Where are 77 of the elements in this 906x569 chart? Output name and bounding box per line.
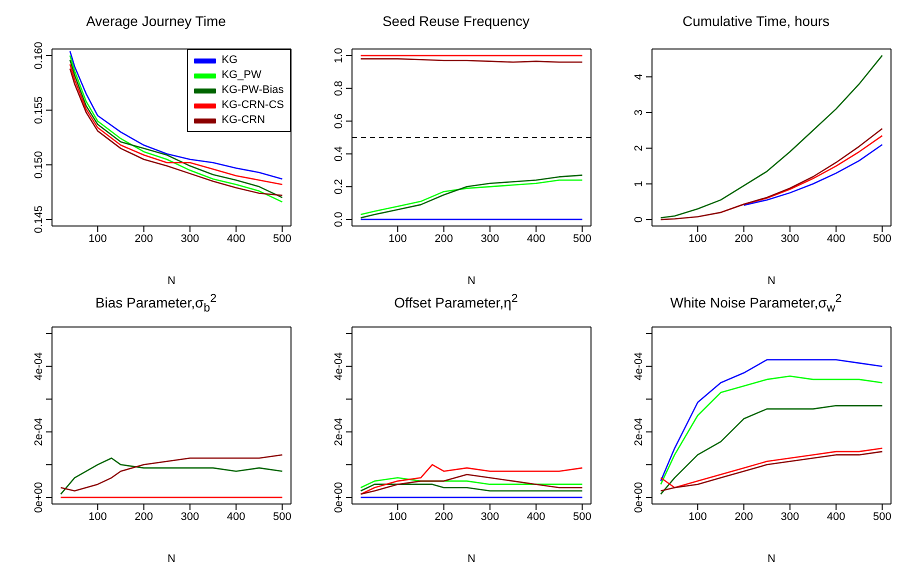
x-tick-label: 200 [734, 510, 753, 523]
legend-label: KG-CRN-CS [222, 98, 284, 113]
y-tick-label: 0e+00 [333, 482, 345, 513]
x-tick-label: 400 [226, 232, 246, 245]
y-tick-label: 2e-04 [633, 418, 645, 446]
y-tick-label: 4e-04 [333, 352, 345, 380]
line-series [660, 376, 883, 485]
x-tick-label: 300 [780, 510, 800, 523]
x-tick-label: 400 [526, 510, 546, 523]
x-tick-label: 200 [434, 510, 453, 523]
x-tick-label: 200 [734, 232, 753, 245]
y-tick-label: 0.2 [333, 179, 345, 194]
line-series [360, 474, 583, 495]
y-tick-label: 2 [633, 145, 645, 152]
chart-title: Offset Parameter,η$^{2}$ [393, 291, 519, 312]
x-tick-label: 100 [388, 232, 407, 245]
line-series [660, 405, 883, 495]
x-tick-label: 100 [88, 510, 107, 523]
y-tick-label: 3 [633, 109, 645, 116]
x-tick-label: 400 [226, 510, 246, 523]
y-tick-label: 0.150 [33, 151, 45, 179]
x-tick-label: 200 [134, 232, 153, 245]
x-tick-label: 500 [573, 510, 592, 523]
y-tick-label: 0.0 [333, 212, 345, 228]
y-tick-label: 4e-04 [33, 352, 45, 380]
y-tick-label: 0.145 [33, 206, 45, 234]
y-tick-label: 1.0 [333, 48, 345, 64]
y-tick-label: 0.4 [333, 146, 345, 162]
y-tick-label: 0e+00 [633, 482, 645, 513]
x-axis-title: N [468, 553, 476, 565]
x-tick-label: 100 [688, 232, 707, 245]
legend-label: KG-PW-Bias [222, 83, 284, 98]
x-tick-label: 100 [388, 510, 407, 523]
x-axis-title: N [768, 275, 776, 287]
x-tick-label: 500 [273, 232, 292, 245]
chart-title: Seed Reuse Frequency [381, 12, 531, 31]
x-tick-label: 500 [873, 510, 892, 523]
y-tick-label: 0.6 [333, 113, 345, 129]
x-tick-label: 300 [180, 232, 200, 245]
line-series [360, 464, 583, 495]
chart-title: Average Journey Time [85, 12, 227, 31]
line-series [743, 144, 883, 206]
legend-label: KG [222, 53, 238, 68]
y-tick-label: 0e+00 [33, 482, 45, 513]
x-axis-title: N [168, 275, 176, 287]
x-axis-title: N [768, 553, 776, 565]
x-tick-label: 500 [573, 232, 592, 245]
y-tick-label: 0.8 [333, 80, 345, 96]
y-tick-label: 2e-04 [333, 418, 345, 446]
line-series [660, 359, 883, 482]
x-tick-label: 100 [88, 232, 107, 245]
x-tick-label: 400 [526, 232, 546, 245]
legend-label: KG_PW [222, 68, 262, 83]
x-tick-label: 200 [134, 510, 153, 523]
y-tick-label: 1 [633, 180, 645, 187]
line-series [660, 128, 883, 220]
x-tick-label: 100 [688, 510, 707, 523]
x-tick-label: 200 [434, 232, 453, 245]
chart-title: Cumulative Time, hours [681, 12, 831, 31]
x-axis-title: N [168, 553, 176, 565]
x-tick-label: 300 [780, 232, 800, 245]
x-tick-label: 300 [480, 232, 500, 245]
x-tick-label: 400 [826, 510, 846, 523]
x-tick-label: 500 [273, 510, 292, 523]
y-tick-label: 0 [633, 216, 645, 223]
x-tick-label: 300 [480, 510, 500, 523]
y-tick-label: 4 [633, 74, 645, 80]
x-tick-label: 300 [180, 510, 200, 523]
x-axis-title: N [468, 275, 476, 287]
x-tick-label: 400 [826, 232, 846, 245]
y-tick-label: 0.160 [33, 42, 45, 70]
line-series [660, 54, 883, 218]
y-tick-label: 4e-04 [633, 352, 645, 380]
y-tick-label: 2e-04 [33, 418, 45, 446]
legend-label: KG-CRN [222, 113, 266, 128]
x-tick-label: 500 [873, 232, 892, 245]
y-tick-label: 0.155 [33, 96, 45, 124]
